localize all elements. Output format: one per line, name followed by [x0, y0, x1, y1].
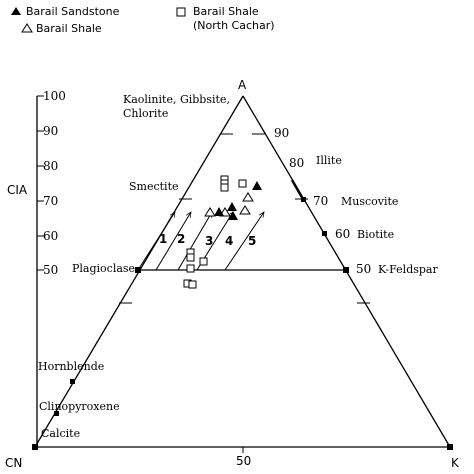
cia-tick-80: 80: [43, 159, 58, 173]
sample-square: [186, 253, 195, 262]
cia-tick-60: 60: [43, 229, 58, 243]
edge-tick-80: 80: [289, 156, 304, 170]
sample-open-triangle: [239, 205, 251, 215]
legend-barail-shale-nc-label-line1: Barail Shale: [193, 5, 259, 18]
sample-filled-triangle: [227, 202, 237, 211]
sample-square: [220, 183, 229, 192]
corner-k-label: K: [451, 456, 460, 470]
k-feldspar-point: [343, 267, 349, 273]
trend-label-2: 2: [177, 232, 185, 246]
trend-arrow-2: [155, 212, 191, 271]
base-tick-50-label: 50: [236, 454, 251, 468]
k-point: [447, 444, 453, 450]
edge-tick-60: 60: [335, 227, 350, 241]
clinopyroxene-label: Clinopyroxene: [39, 400, 120, 413]
clinopyroxene-point: [54, 411, 59, 416]
mineral-labels: Kaolinite, Gibbsite, Chlorite Smectite I…: [38, 93, 438, 440]
cia-axis-label: CIA: [7, 183, 28, 197]
legend-barail-shale-nc-label-line2: (North Cachar): [193, 19, 275, 32]
sample-open-triangle: [204, 207, 216, 217]
illite-label: Illite: [316, 154, 342, 167]
kaolinite-label-line2: Chlorite: [123, 107, 168, 120]
edge-tick-50: 50: [356, 262, 371, 276]
legend-barail-sandstone-label: Barail Sandstone: [26, 5, 120, 18]
apex-a-label: A: [238, 78, 247, 92]
muscovite-point: [301, 197, 306, 202]
legend-open-triangle-marker: [21, 23, 33, 33]
samples-barail-sandstone: [214, 181, 262, 220]
cia-tick-100: 100: [43, 89, 66, 103]
trend-arrow-3: [177, 212, 212, 271]
corner-labels: A CN K 50: [5, 78, 460, 470]
legend-filled-triangle-marker: [11, 7, 21, 15]
hornblende-point: [70, 379, 75, 384]
muscovite-label: Muscovite: [341, 195, 398, 208]
sample-square: [238, 179, 247, 188]
k-feldspar-label: K-Feldspar: [378, 263, 438, 276]
sample-square: [199, 257, 208, 266]
kaolinite-label-line1: Kaolinite, Gibbsite,: [123, 93, 230, 106]
cia-tick-90: 90: [43, 124, 58, 138]
cia-tick-70: 70: [43, 194, 58, 208]
sample-filled-triangle: [252, 181, 262, 190]
trend-label-3: 3: [205, 234, 213, 248]
calcite-label: Calcite: [41, 427, 80, 440]
corner-cn-label: CN: [5, 456, 22, 470]
hornblende-label: Hornblende: [38, 360, 104, 373]
sample-filled-triangle: [214, 207, 224, 216]
cia-axis: 100 90 80 70 60 50 CIA: [7, 89, 66, 447]
cn-point: [32, 444, 38, 450]
sample-square: [186, 264, 195, 273]
legend: Barail Sandstone Barail Shale Barail Sha…: [11, 5, 275, 35]
biotite-label: Biotite: [357, 228, 394, 241]
trend-label-5: 5: [248, 234, 256, 248]
trend-arrow-5: [224, 212, 264, 271]
edge-tick-90: 90: [274, 126, 289, 140]
samples-barail-shale: [204, 192, 254, 217]
plagioclase-label: Plagioclase: [72, 262, 135, 275]
smectite-label: Smectite: [129, 180, 179, 193]
samples-barail-shale-north-cachar: [183, 175, 247, 289]
cia-tick-50: 50: [43, 263, 58, 277]
biotite-point: [322, 231, 327, 236]
edge-ticks: 90 80 70 60 50: [274, 126, 371, 276]
trend-arrow-1: [137, 212, 175, 271]
trend-label-1: 1: [159, 232, 167, 246]
sample-square: [188, 280, 197, 289]
trend-label-4: 4: [225, 234, 233, 248]
legend-barail-shale-label: Barail Shale: [36, 22, 102, 35]
legend-open-square-marker: [176, 7, 186, 17]
edge-tick-70: 70: [313, 194, 328, 208]
sample-open-triangle: [242, 192, 254, 202]
sample-filled-triangle: [228, 211, 238, 220]
